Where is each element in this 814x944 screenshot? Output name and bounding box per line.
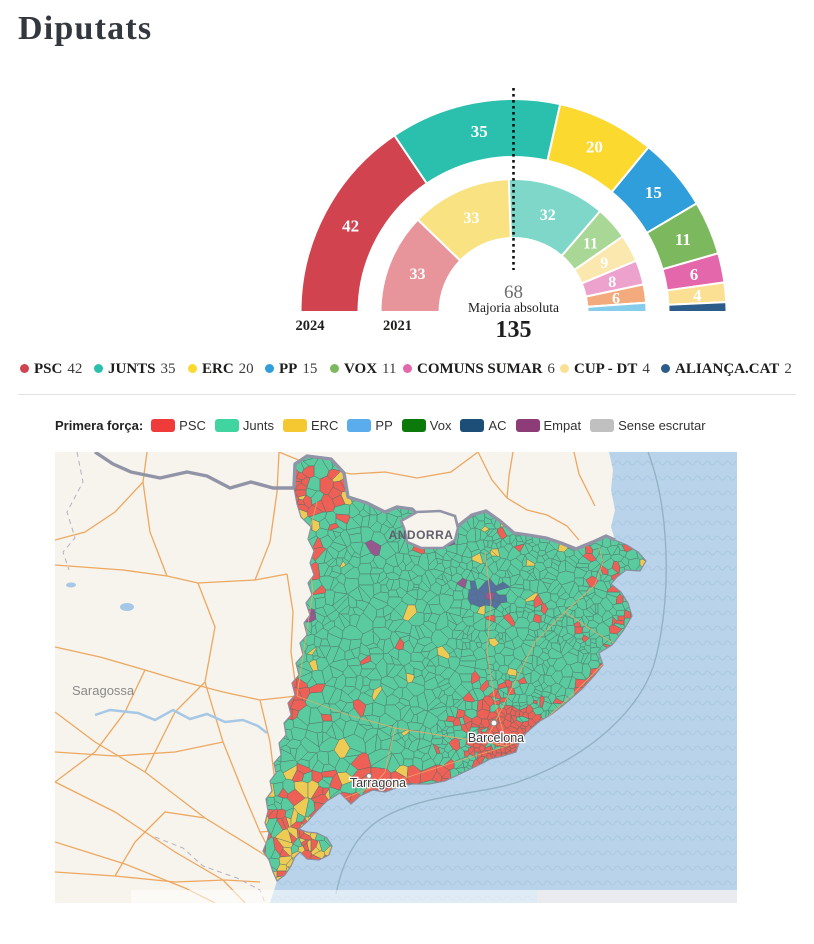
svg-text:11: 11	[675, 230, 691, 249]
svg-text:35: 35	[471, 122, 488, 141]
svg-text:11: 11	[583, 236, 598, 253]
svg-text:2021: 2021	[383, 318, 412, 334]
svg-text:Barcelona: Barcelona	[468, 731, 524, 745]
svg-text:32: 32	[540, 207, 556, 224]
svg-text:135: 135	[496, 317, 532, 343]
svg-text:Tarragona: Tarragona	[350, 776, 406, 790]
svg-text:4: 4	[693, 286, 702, 305]
svg-text:Saragossa: Saragossa	[72, 683, 135, 698]
svg-text:33: 33	[410, 266, 426, 283]
svg-text:ANDORRA: ANDORRA	[389, 528, 454, 542]
svg-text:8: 8	[608, 274, 616, 291]
svg-text:6: 6	[612, 290, 620, 307]
svg-text:6: 6	[690, 265, 699, 284]
svg-text:15: 15	[645, 183, 662, 202]
svg-text:2024: 2024	[296, 318, 325, 334]
svg-text:Majoria absoluta: Majoria absoluta	[468, 300, 559, 315]
svg-text:9: 9	[600, 255, 608, 272]
svg-text:42: 42	[342, 217, 359, 236]
svg-text:68: 68	[504, 282, 523, 303]
svg-text:20: 20	[586, 137, 603, 156]
svg-text:33: 33	[463, 210, 479, 227]
